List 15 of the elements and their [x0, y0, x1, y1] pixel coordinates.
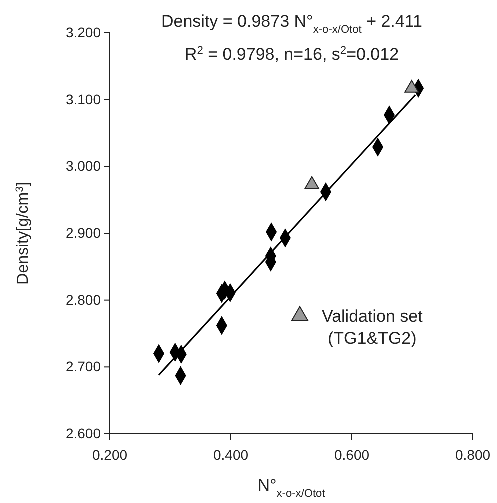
- chart-title: Density = 0.9873 N°$_{x-o-x/Otot}$ + 2.411: [161, 12, 423, 36]
- x-tick-label: 0.800: [455, 446, 491, 463]
- y-tick-label: 3.200: [66, 24, 102, 40]
- y-tick-label: 2.900: [66, 224, 102, 241]
- y-tick-label: 2.600: [66, 425, 102, 442]
- text: R$^{2}$ = 0.9798, n=16, s$^{2}$=0.012: [184, 45, 400, 64]
- y-tick-label: 2.700: [66, 358, 102, 375]
- x-tick-label: 0.400: [213, 446, 249, 463]
- y-tick-label: 3.100: [66, 91, 102, 108]
- x-tick-label: 0.600: [334, 446, 370, 463]
- legend-label: Validation set (TG1&TG2): [322, 307, 424, 348]
- y-tick-label: 3.000: [66, 158, 102, 174]
- x-tick-label: 0.200: [92, 446, 128, 463]
- y-tick-label: 2.800: [66, 292, 102, 308]
- x-axis-title: N°$_{x-o-x/Otot}$: [258, 476, 326, 500]
